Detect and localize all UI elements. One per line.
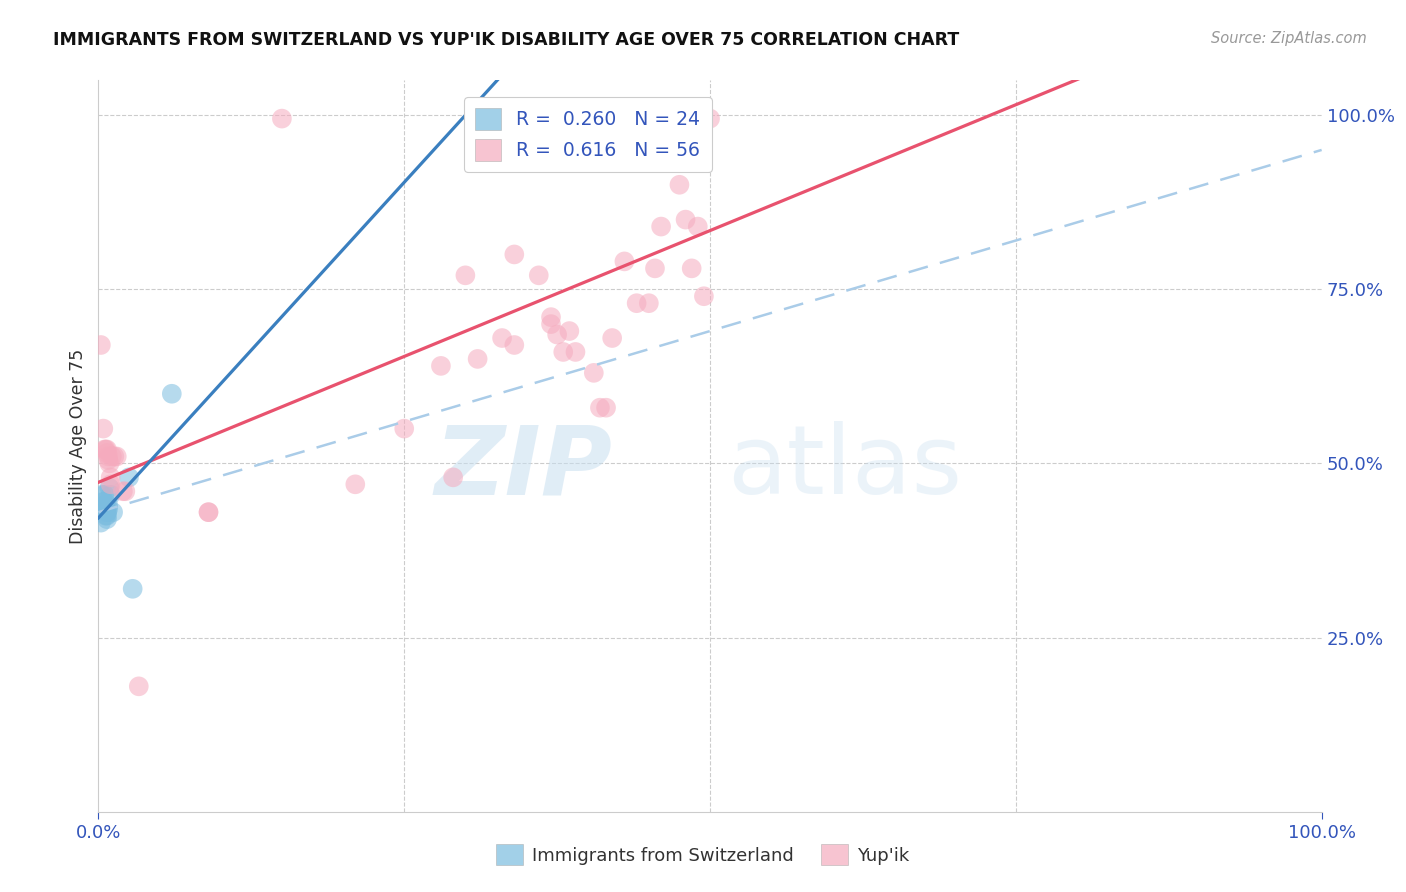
Point	[94, 501, 117, 516]
Point	[558, 324, 581, 338]
Point	[93, 498, 115, 512]
Point	[91, 488, 114, 502]
Point	[503, 247, 526, 261]
Point	[91, 494, 114, 508]
Point	[467, 351, 489, 366]
Point	[98, 481, 121, 495]
Point	[454, 268, 477, 283]
Text: Source: ZipAtlas.com: Source: ZipAtlas.com	[1211, 31, 1367, 46]
Point	[96, 512, 118, 526]
Point	[93, 501, 115, 516]
Point	[160, 386, 183, 401]
Point	[94, 442, 117, 457]
Point	[93, 488, 115, 502]
Point	[686, 219, 709, 234]
Point	[540, 310, 562, 325]
Point	[91, 421, 114, 435]
Point	[93, 442, 115, 457]
Point	[96, 446, 118, 460]
Point	[128, 679, 150, 693]
Point	[94, 508, 117, 523]
Point	[100, 488, 122, 502]
Point	[111, 484, 134, 499]
Point	[631, 112, 654, 126]
Point	[96, 505, 118, 519]
Point	[650, 219, 672, 234]
Point	[527, 268, 550, 283]
Point	[650, 112, 672, 126]
Point	[101, 505, 124, 519]
Point	[97, 498, 120, 512]
Point	[114, 484, 136, 499]
Point	[657, 112, 679, 126]
Point	[613, 254, 636, 268]
Point	[197, 505, 219, 519]
Point	[693, 289, 716, 303]
Point	[626, 296, 648, 310]
Point	[564, 345, 586, 359]
Point	[441, 470, 464, 484]
Point	[637, 112, 661, 126]
Point	[90, 516, 112, 530]
Point	[392, 421, 416, 435]
Point	[644, 261, 666, 276]
Point	[97, 501, 120, 516]
Point	[699, 112, 721, 126]
Legend: Immigrants from Switzerland, Yup'ik: Immigrants from Switzerland, Yup'ik	[489, 837, 917, 872]
Point	[100, 470, 122, 484]
Point	[98, 457, 121, 471]
Point	[100, 477, 122, 491]
Point	[600, 331, 623, 345]
Text: ZIP: ZIP	[434, 421, 612, 515]
Point	[681, 261, 703, 276]
Point	[96, 508, 118, 523]
Point	[197, 505, 219, 519]
Point	[582, 366, 605, 380]
Point	[97, 450, 120, 464]
Y-axis label: Disability Age Over 75: Disability Age Over 75	[69, 349, 87, 543]
Legend: R =  0.260   N = 24, R =  0.616   N = 56: R = 0.260 N = 24, R = 0.616 N = 56	[464, 97, 711, 172]
Point	[662, 112, 685, 126]
Point	[491, 331, 513, 345]
Point	[121, 582, 143, 596]
Point	[675, 212, 697, 227]
Point	[546, 327, 568, 342]
Point	[94, 498, 117, 512]
Point	[93, 494, 115, 508]
Point	[103, 450, 125, 464]
Point	[553, 345, 575, 359]
Point	[90, 338, 112, 352]
Point	[344, 477, 367, 491]
Point	[90, 501, 112, 516]
Point	[503, 338, 526, 352]
Point	[540, 317, 562, 331]
Point	[595, 401, 617, 415]
Point	[668, 178, 690, 192]
Point	[101, 450, 124, 464]
Point	[96, 442, 118, 457]
Point	[96, 505, 118, 519]
Text: IMMIGRANTS FROM SWITZERLAND VS YUP'IK DISABILITY AGE OVER 75 CORRELATION CHART: IMMIGRANTS FROM SWITZERLAND VS YUP'IK DI…	[53, 31, 960, 49]
Point	[270, 112, 294, 126]
Point	[430, 359, 453, 373]
Point	[105, 450, 128, 464]
Point	[637, 296, 661, 310]
Point	[97, 453, 120, 467]
Text: atlas: atlas	[727, 421, 962, 515]
Point	[589, 401, 612, 415]
Point	[94, 501, 117, 516]
Point	[118, 470, 141, 484]
